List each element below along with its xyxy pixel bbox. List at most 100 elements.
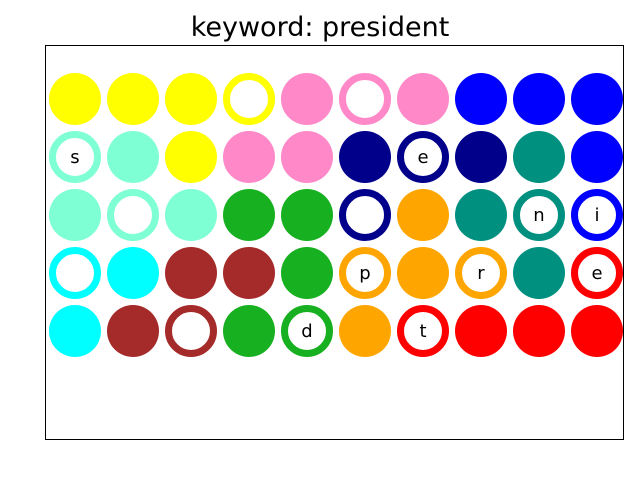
tile-r2-c8[interactable] (455, 131, 507, 183)
filled-tile (455, 73, 507, 125)
tile-r4-c2[interactable] (107, 247, 159, 299)
tile-r2-c3[interactable] (165, 131, 217, 183)
tile-letter: d (301, 321, 312, 342)
board-canvas: s e n i p r e d t (49, 73, 623, 357)
tile-r4-c9[interactable] (513, 247, 565, 299)
tile-r3-c5[interactable] (281, 189, 333, 241)
tile-r2-c6[interactable] (339, 131, 391, 183)
ring-tile (397, 131, 449, 183)
tile-r5-c6[interactable] (339, 305, 391, 357)
tile-r5-c4[interactable] (223, 305, 275, 357)
filled-tile (397, 189, 449, 241)
tile-r2-c5[interactable] (281, 131, 333, 183)
tile-r5-c5[interactable]: d (281, 305, 333, 357)
tile-r1-c6[interactable] (339, 73, 391, 125)
tile-r5-c1[interactable] (49, 305, 101, 357)
ring-tile (49, 247, 101, 299)
tile-r1-c1[interactable] (49, 73, 101, 125)
filled-tile (571, 73, 623, 125)
ring-tile (339, 73, 391, 125)
tile-r3-c10[interactable]: i (571, 189, 623, 241)
tile-r2-c9[interactable] (513, 131, 565, 183)
tile-r2-c10[interactable] (571, 131, 623, 183)
filled-tile (513, 131, 565, 183)
ring-tile (223, 73, 275, 125)
tile-r4-c6[interactable]: p (339, 247, 391, 299)
tile-r1-c3[interactable] (165, 73, 217, 125)
tile-r5-c2[interactable] (107, 305, 159, 357)
ring-tile (571, 189, 623, 241)
filled-tile (107, 73, 159, 125)
tile-r1-c9[interactable] (513, 73, 565, 125)
tile-r4-c8[interactable]: r (455, 247, 507, 299)
tile-r1-c7[interactable] (397, 73, 449, 125)
tile-r3-c9[interactable]: n (513, 189, 565, 241)
filled-tile (455, 131, 507, 183)
tile-r4-c4[interactable] (223, 247, 275, 299)
filled-tile (49, 305, 101, 357)
filled-tile (165, 189, 217, 241)
filled-tile (107, 247, 159, 299)
tile-r2-c4[interactable] (223, 131, 275, 183)
ring-tile (165, 305, 217, 357)
filled-tile (455, 305, 507, 357)
tile-r3-c7[interactable] (397, 189, 449, 241)
filled-tile (397, 247, 449, 299)
tile-r1-c10[interactable] (571, 73, 623, 125)
tile-r5-c7[interactable]: t (397, 305, 449, 357)
tile-letter: i (594, 205, 599, 226)
tile-r5-c10[interactable] (571, 305, 623, 357)
filled-tile (281, 247, 333, 299)
tile-r4-c1[interactable] (49, 247, 101, 299)
tile-r5-c8[interactable] (455, 305, 507, 357)
ring-tile (571, 247, 623, 299)
tile-r2-c1[interactable]: s (49, 131, 101, 183)
tile-r1-c4[interactable] (223, 73, 275, 125)
tile-r3-c3[interactable] (165, 189, 217, 241)
ring-tile (397, 305, 449, 357)
tile-r4-c5[interactable] (281, 247, 333, 299)
tile-r3-c2[interactable] (107, 189, 159, 241)
tile-r3-c6[interactable] (339, 189, 391, 241)
tile-letter: r (477, 263, 485, 284)
filled-tile (107, 131, 159, 183)
filled-tile (165, 73, 217, 125)
tile-r5-c9[interactable] (513, 305, 565, 357)
tile-r4-c10[interactable]: e (571, 247, 623, 299)
filled-tile (513, 73, 565, 125)
tile-r3-c1[interactable] (49, 189, 101, 241)
tile-r1-c8[interactable] (455, 73, 507, 125)
filled-tile (339, 305, 391, 357)
tile-letter: s (70, 147, 79, 168)
tile-r4-c3[interactable] (165, 247, 217, 299)
tile-r3-c4[interactable] (223, 189, 275, 241)
tile-r1-c5[interactable] (281, 73, 333, 125)
filled-tile (397, 73, 449, 125)
ring-tile (339, 189, 391, 241)
filled-tile (281, 73, 333, 125)
ring-tile (339, 247, 391, 299)
filled-tile (223, 131, 275, 183)
filled-tile (165, 247, 217, 299)
filled-tile (223, 247, 275, 299)
tile-letter: e (417, 147, 428, 168)
filled-tile (513, 305, 565, 357)
tile-r2-c7[interactable]: e (397, 131, 449, 183)
filled-tile (49, 189, 101, 241)
tile-letter: n (533, 205, 544, 226)
puzzle-title: keyword: president (190, 12, 450, 43)
tile-r1-c2[interactable] (107, 73, 159, 125)
ring-tile (513, 189, 565, 241)
filled-tile (49, 73, 101, 125)
filled-tile (223, 305, 275, 357)
filled-tile (571, 305, 623, 357)
tile-r2-c2[interactable] (107, 131, 159, 183)
tile-r5-c3[interactable] (165, 305, 217, 357)
tile-letter: p (359, 263, 370, 284)
ring-tile (49, 131, 101, 183)
filled-tile (455, 189, 507, 241)
tile-r3-c8[interactable] (455, 189, 507, 241)
tile-r4-c7[interactable] (397, 247, 449, 299)
filled-tile (281, 131, 333, 183)
filled-tile (223, 189, 275, 241)
